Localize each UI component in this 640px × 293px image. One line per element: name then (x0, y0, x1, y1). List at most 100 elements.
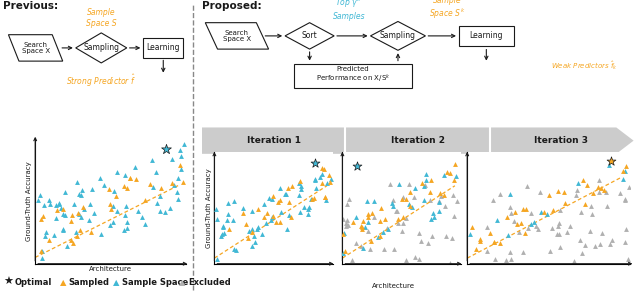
Text: Sampling: Sampling (83, 43, 119, 52)
Point (521, 207, 531, 211)
Point (451, 173, 461, 178)
Point (467, 224, 477, 229)
Point (383, 226, 394, 231)
Point (268, 194, 278, 199)
Point (605, 159, 616, 163)
Point (62, 244, 72, 248)
Point (295, 179, 305, 183)
Point (119, 227, 129, 232)
Point (338, 251, 348, 255)
Point (218, 224, 228, 229)
Point (164, 206, 175, 211)
Point (247, 208, 257, 213)
Point (282, 226, 292, 231)
Point (338, 232, 348, 236)
Point (554, 245, 564, 250)
Point (372, 235, 383, 239)
Point (108, 203, 118, 208)
Point (262, 211, 273, 215)
Point (529, 220, 540, 225)
Point (428, 211, 438, 216)
Point (512, 221, 522, 226)
Point (435, 191, 445, 195)
Point (284, 199, 294, 204)
Point (544, 193, 554, 197)
Point (173, 197, 183, 202)
Point (246, 230, 257, 235)
Point (131, 176, 141, 181)
Point (488, 240, 499, 244)
Point (489, 240, 499, 245)
Point (306, 197, 316, 202)
Point (500, 258, 511, 263)
Point (324, 173, 335, 177)
Point (109, 188, 119, 193)
Point (122, 186, 132, 191)
Point (488, 198, 499, 202)
Point (445, 171, 456, 175)
Point (169, 183, 179, 188)
Point (526, 222, 536, 227)
Point (286, 214, 296, 219)
Point (112, 209, 122, 214)
Point (419, 197, 429, 202)
Point (275, 220, 285, 225)
Point (54, 200, 64, 205)
Point (541, 212, 552, 217)
Polygon shape (285, 23, 334, 49)
Point (620, 197, 630, 202)
Point (577, 250, 587, 255)
Point (156, 185, 166, 190)
Point (615, 191, 625, 195)
Point (554, 220, 564, 225)
Point (595, 242, 605, 247)
Point (414, 256, 424, 261)
Point (122, 226, 132, 231)
Point (299, 205, 309, 210)
Point (356, 243, 366, 248)
Point (267, 197, 277, 201)
Text: Weak Predictors $\hat{f}_k$: Weak Predictors $\hat{f}_k$ (551, 60, 618, 72)
Point (228, 218, 238, 223)
Point (147, 158, 157, 162)
Point (152, 201, 162, 205)
Point (394, 182, 404, 187)
Point (409, 195, 419, 199)
Point (358, 219, 369, 224)
Point (436, 193, 447, 198)
Point (449, 178, 459, 182)
Point (440, 234, 451, 239)
Point (259, 201, 269, 206)
Point (576, 210, 586, 214)
Point (450, 161, 460, 166)
Text: Optimal: Optimal (15, 278, 52, 287)
Text: Iteration 2: Iteration 2 (390, 136, 445, 145)
Point (495, 192, 505, 196)
Point (351, 215, 361, 219)
Point (522, 183, 532, 188)
Point (397, 197, 407, 201)
Point (548, 208, 559, 213)
Point (257, 232, 267, 236)
Point (99, 183, 109, 187)
Point (416, 239, 426, 244)
Point (74, 191, 84, 196)
Point (514, 230, 524, 234)
Point (120, 213, 131, 218)
Point (363, 214, 373, 219)
Bar (294, 64, 412, 88)
Point (586, 229, 596, 234)
Point (148, 185, 159, 190)
Point (364, 219, 374, 224)
Point (506, 211, 516, 215)
Point (261, 221, 271, 225)
Point (588, 191, 598, 195)
Point (387, 201, 397, 205)
Point (250, 240, 260, 244)
Point (510, 209, 520, 214)
Point (84, 217, 94, 222)
Point (572, 188, 582, 192)
Point (449, 214, 459, 219)
Point (340, 224, 351, 229)
Point (380, 217, 390, 222)
